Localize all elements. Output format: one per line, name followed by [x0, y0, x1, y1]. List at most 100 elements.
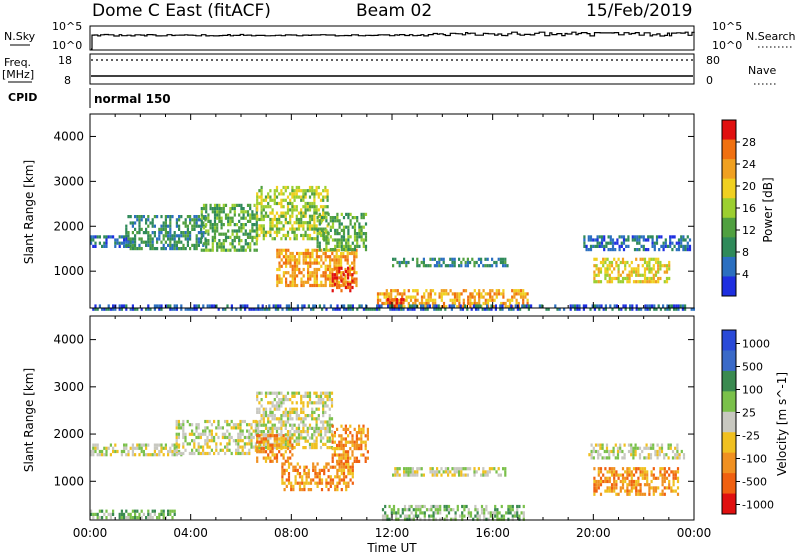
heatmap-cell — [311, 214, 314, 218]
heatmap-cell — [381, 292, 384, 296]
heatmap-cell — [398, 467, 401, 471]
heatmap-cell — [308, 446, 312, 450]
heatmap-cell — [587, 248, 590, 252]
heatmap-cell — [246, 203, 250, 207]
heatmap-cell — [323, 238, 326, 242]
heatmap-cell — [613, 483, 616, 487]
heatmap-cell — [283, 481, 286, 485]
heatmap-cell — [632, 280, 636, 284]
heatmap-cell — [594, 238, 597, 242]
heatmap-cell — [242, 245, 245, 249]
heatmap-cell — [178, 215, 181, 219]
heatmap-cell — [322, 391, 325, 395]
heatmap-cell — [300, 214, 303, 218]
heatmap-cell — [502, 517, 506, 521]
heatmap-cell — [262, 198, 265, 202]
heatmap-cell — [246, 235, 250, 239]
heatmap-cell — [239, 426, 242, 430]
heatmap-cell — [271, 401, 274, 405]
heatmap-cell — [309, 277, 312, 281]
heatmap-cell — [248, 439, 251, 443]
heatmap-cell — [162, 446, 165, 450]
heatmap-cell — [315, 426, 318, 430]
nsky-label: N.Sky — [4, 30, 36, 43]
heatmap-cell — [204, 224, 207, 228]
heatmap-cell — [195, 243, 198, 247]
heatmap-cell — [98, 509, 101, 513]
heatmap-cell — [458, 298, 461, 302]
heatmap-cell — [420, 307, 423, 311]
heatmap-cell — [643, 280, 647, 284]
freq-unit: [MHz] — [2, 68, 34, 81]
heatmap-cell — [329, 255, 332, 259]
heatmap-cell — [351, 304, 354, 308]
heatmap-cell — [284, 237, 287, 241]
heatmap-cell — [313, 280, 316, 284]
heatmap-cell — [92, 446, 95, 450]
heatmap-cell — [364, 238, 368, 242]
heatmap-cell — [284, 433, 287, 437]
heatmap-cell — [277, 307, 280, 311]
heatmap-cell — [282, 255, 285, 259]
heatmap-cell — [304, 394, 307, 398]
heatmap-cell — [342, 453, 345, 457]
heatmap-cell — [278, 426, 281, 430]
heatmap-cell — [630, 446, 633, 450]
colorbar-segment — [722, 120, 736, 141]
heatmap-cell — [308, 391, 312, 395]
heatmap-cell — [98, 235, 101, 239]
heatmap-cell — [178, 237, 181, 241]
heatmap-cell — [180, 423, 183, 427]
heatmap-cell — [522, 301, 525, 306]
heatmap-cell — [589, 244, 593, 248]
heatmap-cell — [330, 398, 334, 402]
heatmap-cell — [499, 257, 502, 261]
heatmap-cell — [453, 304, 456, 308]
heatmap-cell — [218, 207, 221, 211]
heatmap-cell — [252, 307, 255, 311]
heatmap-cell — [349, 289, 352, 293]
heatmap-cell — [604, 267, 607, 271]
heatmap-cell — [275, 185, 279, 190]
heatmap-cell — [338, 225, 341, 229]
heatmap-cell — [271, 227, 274, 231]
heatmap-cell — [494, 508, 497, 512]
heatmap-cell — [309, 478, 313, 482]
heatmap-cell — [349, 465, 352, 469]
heatmap-cell — [344, 459, 347, 463]
heatmap-cell — [294, 465, 297, 469]
heatmap-cell — [262, 214, 265, 218]
heatmap-cell — [467, 511, 470, 515]
heatmap-cell — [344, 450, 347, 454]
heatmap-cell — [123, 304, 126, 308]
heatmap-cell — [619, 280, 622, 284]
heatmap-cell — [390, 508, 393, 512]
heatmap-cell — [436, 264, 439, 268]
heatmap-cell — [127, 237, 130, 241]
heatmap-cell — [315, 430, 318, 434]
heatmap-cell — [162, 247, 165, 251]
heatmap-cell — [417, 514, 420, 518]
heatmap-cell — [173, 243, 176, 247]
heatmap-cell — [396, 292, 399, 296]
heatmap-cell — [434, 301, 437, 306]
heatmap-cell — [101, 449, 104, 454]
heatmap-cell — [395, 514, 398, 518]
x-tick-label: 08:00 — [274, 526, 309, 540]
heatmap-cell — [200, 210, 203, 214]
heatmap-cell — [140, 240, 143, 244]
heatmap-cell — [151, 224, 154, 228]
heatmap-cell — [238, 213, 241, 217]
heatmap-cell — [282, 205, 285, 209]
heatmap-cell — [461, 517, 464, 521]
heatmap-cell — [313, 201, 316, 206]
heatmap-cell — [522, 298, 525, 302]
heatmap-cell — [271, 453, 274, 457]
heatmap-cell — [262, 208, 265, 212]
heatmap-cell — [355, 456, 358, 460]
heatmap-cell — [425, 298, 428, 302]
heatmap-cell — [436, 511, 440, 515]
heatmap-cell — [280, 201, 283, 206]
heatmap-cell — [220, 226, 223, 230]
heatmap-cell — [302, 394, 305, 398]
